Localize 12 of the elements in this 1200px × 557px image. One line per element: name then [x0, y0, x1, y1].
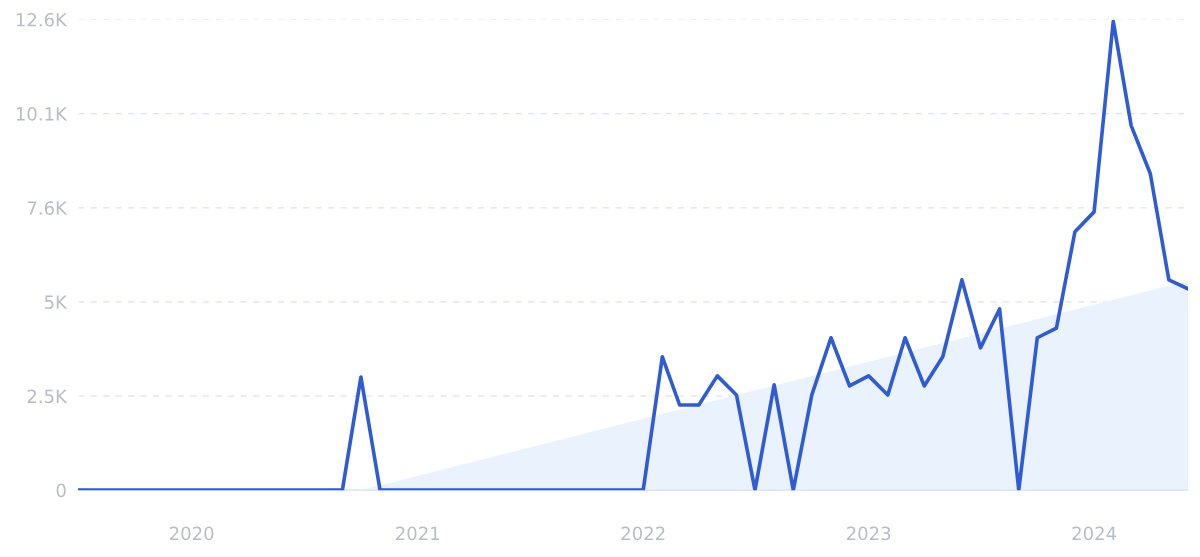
y-tick-label: 0 — [56, 483, 66, 498]
x-tick-label: 2021 — [396, 526, 440, 541]
x-tick-label: 2020 — [170, 526, 214, 541]
y-tick-label: 5K — [44, 295, 68, 310]
y-tick-label: 2.5K — [27, 389, 68, 404]
line-series — [78, 19, 1188, 491]
y-tick-label: 7.6K — [27, 201, 68, 215]
x-tick-label: 2024 — [1072, 526, 1117, 541]
y-tick-label: 12.6K — [16, 12, 68, 27]
y-tick-label: 10.1K — [16, 107, 68, 121]
x-tick-label: 2022 — [621, 526, 665, 541]
x-tick-label: 2023 — [847, 526, 891, 541]
